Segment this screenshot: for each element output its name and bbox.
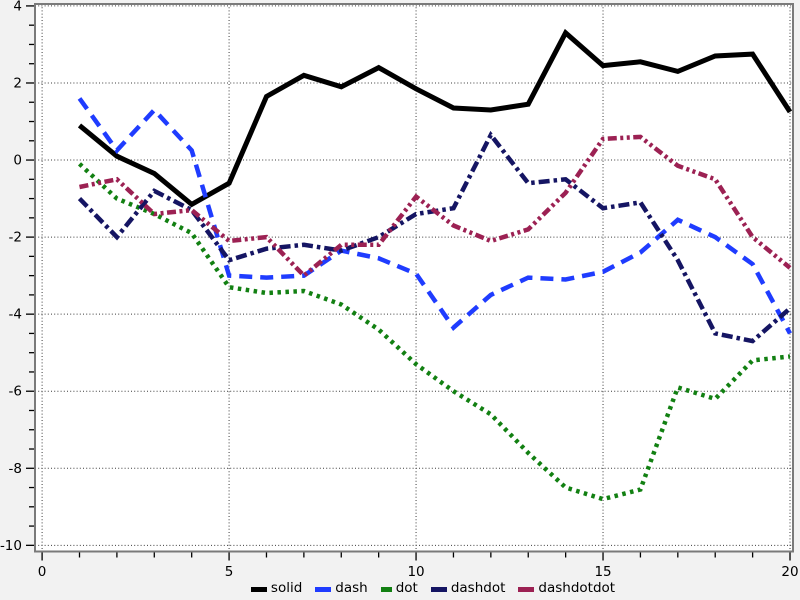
legend-swatch-dashdotdot <box>518 586 535 592</box>
legend-item-solid: solid <box>250 580 303 597</box>
legend-label-dashdotdot: dashdotdot <box>538 580 616 597</box>
y-tick-label: -10 <box>0 538 22 554</box>
series-line-dash <box>77 97 792 335</box>
y-tick-label: 4 <box>13 0 22 14</box>
legend-item-dashdotdot: dashdotdot <box>518 582 615 596</box>
series-line-dashdotdot <box>79 134 792 279</box>
legend-item-dash: dash <box>315 580 368 597</box>
legend-swatch-dot <box>380 586 392 592</box>
legend-swatch-dash <box>315 586 332 592</box>
y-tick-label: -2 <box>9 230 22 246</box>
chart-legend: solid dash dot dashdot dashdotdot <box>0 580 800 598</box>
legend-item-dot: dot <box>380 580 418 597</box>
x-tick-label: 5 <box>225 564 234 580</box>
y-tick-label: 2 <box>13 75 22 91</box>
series-line-dot <box>77 162 791 502</box>
legend-swatch-solid <box>250 586 267 592</box>
axis-ticks <box>26 5 791 561</box>
x-tick-label: 0 <box>38 564 47 580</box>
x-tick-label: 20 <box>781 564 798 580</box>
y-tick-label: -6 <box>9 384 22 400</box>
legend-swatch-dashdot <box>430 586 447 592</box>
series-line-solid <box>77 28 793 208</box>
x-tick-label: 10 <box>407 564 424 580</box>
legend-label-dash: dash <box>335 580 368 597</box>
plot-area <box>35 4 793 552</box>
x-tick-label: 15 <box>594 564 611 580</box>
y-tick-label: -8 <box>9 461 22 477</box>
legend-label-dashdot: dashdot <box>450 580 506 597</box>
legend-label-solid: solid <box>270 580 303 597</box>
y-tick-label: 0 <box>13 153 22 169</box>
legend-label-dot: dot <box>395 580 418 597</box>
plot-frame <box>34 3 794 553</box>
y-tick-label: -4 <box>9 307 22 323</box>
legend-item-dashdot: dashdot <box>430 580 506 597</box>
